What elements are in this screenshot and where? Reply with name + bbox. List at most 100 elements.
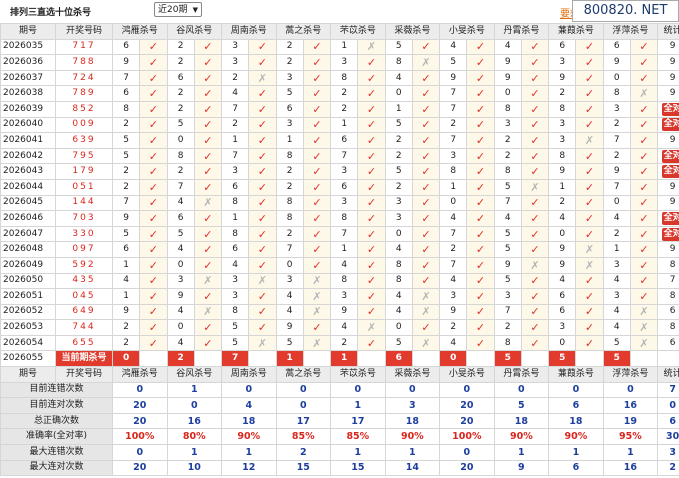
result-mark: ✓ <box>411 132 441 149</box>
result-mark: ✓ <box>629 194 659 212</box>
kill-number: 4 <box>166 241 195 258</box>
kill-number: 3 <box>166 272 195 290</box>
result-mark: ✓ <box>575 85 604 102</box>
result-mark: ✓ <box>411 85 441 102</box>
result-mark: ✓ <box>193 225 223 243</box>
result-mark: ✓ <box>466 303 495 321</box>
draw-row: 2026051 045 1 ✓ 9 ✓ 3 ✓ 4 ✗ 3 ✓ 4 ✗ 3 ✓ 3 ✓ 6 ✓ 3 ✓ 8 <box>0 288 679 305</box>
stats-value: 1 <box>493 444 550 461</box>
result-mark: ✗ <box>411 334 441 352</box>
result-mark: ✓ <box>248 147 277 165</box>
result-mark: ✓ <box>411 225 441 243</box>
kill-number: 2 <box>330 100 359 118</box>
kill-number: 2 <box>166 85 195 102</box>
kill-number: 8 <box>330 210 359 227</box>
result-mark: ✓ <box>411 147 441 165</box>
stats-value: 0 <box>112 381 168 399</box>
result-mark: ✓ <box>139 100 168 118</box>
kill-number: 1 <box>439 178 468 196</box>
result-mark: ✓ <box>139 210 168 227</box>
stats-value: 1 <box>548 444 604 461</box>
result-mark: ✓ <box>520 288 550 305</box>
result-mark: ✓ <box>629 132 659 149</box>
stats-value: 1 <box>166 444 223 461</box>
row-stat: 8 <box>657 319 679 336</box>
result-mark: ✓ <box>520 85 550 102</box>
row-stat-text: 9 <box>669 181 676 192</box>
kill-number: 0 <box>275 256 304 274</box>
result-mark: ✓ <box>575 163 604 180</box>
kill-number: 7 <box>439 256 468 274</box>
kill-number: 9 <box>548 241 577 258</box>
result-mark: ✓ <box>302 319 332 336</box>
result-mark: ✗ <box>575 132 604 149</box>
kill-number: 5 <box>493 178 522 196</box>
result-mark: ✓ <box>520 319 550 336</box>
result-mark: ✓ <box>357 147 386 165</box>
current-kill: 5 <box>602 350 631 368</box>
kill-number: 3 <box>548 116 577 134</box>
period-select[interactable]: 近20期 ▼ <box>154 2 202 17</box>
current-kill: 1 <box>330 350 359 368</box>
kill-number: 8 <box>493 163 522 180</box>
kill-number: 9 <box>275 319 304 336</box>
result-mark: ✓ <box>139 303 168 321</box>
result-mark: ✓ <box>466 85 495 102</box>
result-mark: ✓ <box>520 147 550 165</box>
kill-number: 7 <box>111 69 141 87</box>
draw-number: 795 <box>55 147 113 165</box>
row-stat: 全对 <box>657 147 679 165</box>
row-stat: 9 <box>657 85 679 102</box>
kill-number: 2 <box>493 147 522 165</box>
top-bar: 排列三直选十位杀号 近20期▼ 要想中大 800820. NET <box>0 0 679 22</box>
row-stat: 9 <box>657 38 679 56</box>
header-row: 期号 开奖号码 鸿雁杀号 谷风杀号 周南杀号 蒿之杀号 芣苡杀号 采薇杀号 小旻杀号 丹霄杀号 蒹葭… <box>0 23 679 40</box>
row-stat-text: 全对 <box>661 149 679 163</box>
draw-row: 2026049 592 1 ✓ 0 ✓ 4 ✓ 0 ✓ 4 ✓ 8 ✓ 7 ✓ 9 ✗ 9 ✗ 3 ✓ 8 <box>0 256 679 274</box>
kill-number: 3 <box>439 147 468 165</box>
result-mark: ✓ <box>411 116 441 134</box>
row-stat: 全对 <box>657 163 679 180</box>
issue: 2026050 <box>0 272 56 290</box>
column-header: 浮萍杀号 <box>602 366 659 383</box>
kill-number: 9 <box>493 256 522 274</box>
result-mark: ✓ <box>248 241 277 258</box>
kill-number: 7 <box>330 225 359 243</box>
kill-number: 6 <box>221 178 250 196</box>
column-header: 开奖号码 <box>55 23 113 40</box>
kill-number: 6 <box>330 132 359 149</box>
stats-total: 3 <box>657 444 679 461</box>
row-stat-text: 8 <box>669 290 676 301</box>
stats-value: 18 <box>493 412 550 430</box>
result-mark: ✗ <box>302 334 332 352</box>
result-mark: ✓ <box>357 178 386 196</box>
current-kill: 2 <box>166 350 195 368</box>
kill-number: 4 <box>548 272 577 290</box>
kill-number: 3 <box>275 69 304 87</box>
issue: 2026039 <box>0 100 56 118</box>
stats-row: 最大连对次数 20 10 12 15 15 14 20 9 6 16 2 <box>0 459 679 477</box>
result-mark: ✓ <box>302 210 332 227</box>
kill-number: 3 <box>493 116 522 134</box>
stats-total: 6 <box>657 412 679 430</box>
result-mark: ✓ <box>357 272 386 290</box>
result-mark: ✓ <box>466 241 495 258</box>
kill-number: 2 <box>602 147 631 165</box>
draw-number: 592 <box>55 256 113 274</box>
stats-value: 4 <box>221 397 277 414</box>
result-mark: ✓ <box>357 85 386 102</box>
stats-value: 0 <box>548 381 604 399</box>
result-mark: ✗ <box>357 319 386 336</box>
issue: 2026052 <box>0 303 56 321</box>
result-mark: ✓ <box>302 85 332 102</box>
kill-number: 1 <box>221 132 250 149</box>
result-mark: ✓ <box>193 38 223 56</box>
result-mark: ✓ <box>466 147 495 165</box>
stats-value: 1 <box>602 444 659 461</box>
draw-number: 097 <box>55 241 113 258</box>
kill-number: 8 <box>493 334 522 352</box>
blank-cell <box>575 350 604 368</box>
result-mark: ✓ <box>466 100 495 118</box>
